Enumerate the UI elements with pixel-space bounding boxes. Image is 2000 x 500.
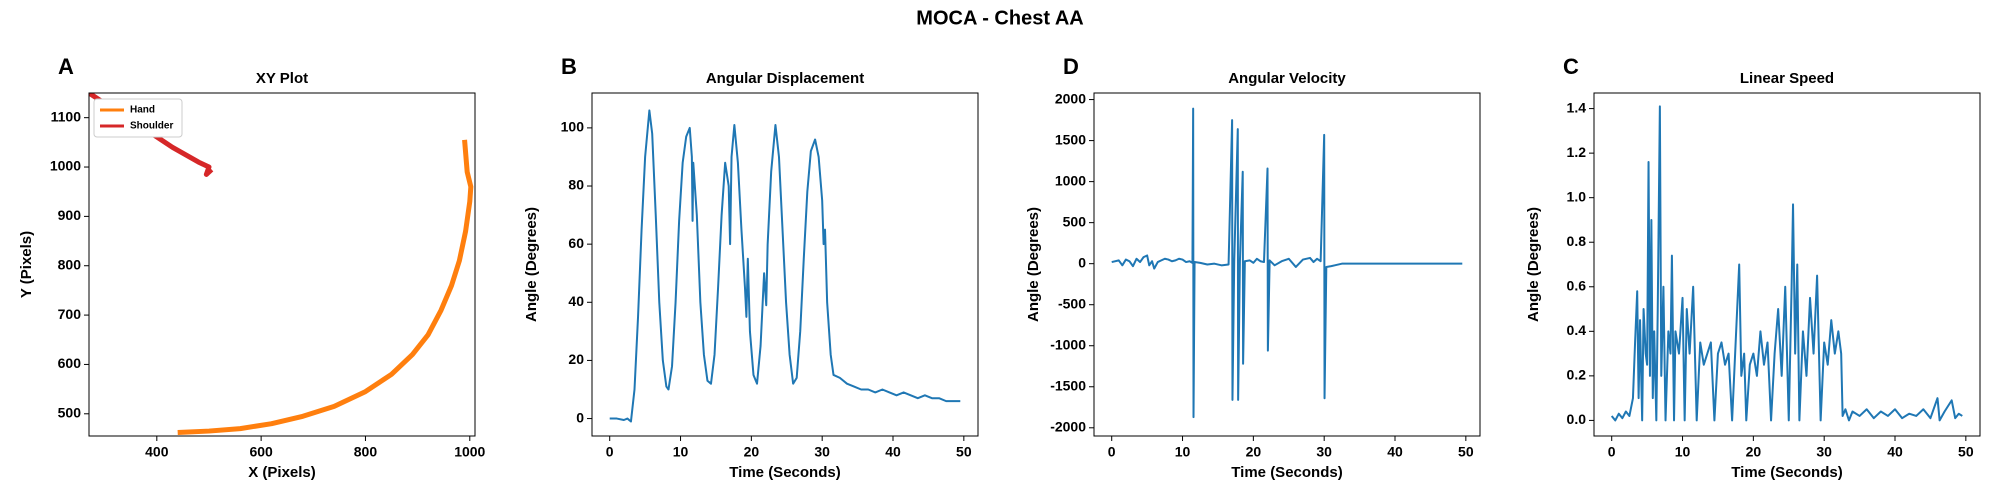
x-tick-label: 30	[1816, 444, 1832, 460]
x-tick-label: 50	[1958, 444, 1974, 460]
y-axis-label: Angle (Degrees)	[1525, 207, 1542, 322]
panel-title: Angular Displacement	[706, 70, 864, 87]
y-tick-label: -1000	[1050, 336, 1086, 352]
plot-area	[1610, 105, 1963, 422]
y-tick-label: 700	[58, 306, 82, 322]
y-tick-label: 1.2	[1567, 144, 1587, 160]
y-axis-label: Angle (Degrees)	[1025, 207, 1042, 322]
panel-title: Linear Speed	[1740, 70, 1834, 87]
x-tick-label: 10	[1675, 444, 1691, 460]
x-tick-label: 600	[249, 444, 273, 460]
x-tick-label: 0	[606, 444, 614, 460]
x-axis-label: Time (Seconds)	[1231, 464, 1342, 481]
y-tick-label: 0.2	[1567, 367, 1587, 383]
axes-frame	[1093, 92, 1481, 437]
panel-title: Angular Velocity	[1228, 70, 1346, 87]
y-tick-label: 0.4	[1567, 322, 1587, 338]
y-tick-label: 1500	[1055, 131, 1086, 147]
figure-title: MOCA - Chest AA	[916, 7, 1083, 29]
x-tick-label: 400	[145, 444, 169, 460]
x-tick-label: 10	[673, 444, 689, 460]
panel-letter: A	[58, 54, 74, 79]
y-tick-label: 0.8	[1567, 233, 1587, 249]
panel-letter: D	[1063, 54, 1079, 79]
y-tick-label: 60	[568, 235, 584, 251]
y-tick-label: 0	[1078, 254, 1086, 270]
y-axis-label: Y (Pixels)	[18, 231, 35, 298]
y-tick-label: 0.0	[1567, 411, 1587, 427]
y-tick-label: 20	[568, 351, 584, 367]
x-tick-label: 50	[956, 444, 972, 460]
x-tick-label: 40	[1887, 444, 1903, 460]
y-tick-label: 2000	[1055, 90, 1086, 106]
y-axis-label: Angle (Degrees)	[523, 207, 540, 322]
x-tick-label: 50	[1458, 444, 1474, 460]
y-tick-label: 100	[561, 119, 585, 135]
y-tick-label: 80	[568, 177, 584, 193]
y-tick-label: -500	[1058, 295, 1086, 311]
y-tick-label: 500	[58, 404, 82, 420]
axes-frame	[88, 92, 476, 437]
y-tick-label: 1000	[50, 158, 81, 174]
x-tick-label: 20	[1746, 444, 1762, 460]
y-tick-label: 1100	[51, 108, 82, 124]
panel: 400 600 800 1000 500 600 700 800 900 1000 1100 XY P…	[18, 54, 486, 481]
x-tick-label: 800	[354, 444, 378, 460]
legend-label: Hand	[130, 105, 155, 116]
data-line	[1610, 105, 1963, 422]
y-tick-label: 1.4	[1567, 99, 1587, 115]
y-tick-label: 40	[568, 293, 584, 309]
axes-frame	[1593, 92, 1981, 437]
y-tick-label: -1500	[1050, 377, 1086, 393]
x-tick-label: 20	[1246, 444, 1262, 460]
y-tick-label: 0.6	[1567, 277, 1587, 293]
y-tick-label: 900	[58, 207, 82, 223]
panel-letter: B	[561, 54, 577, 79]
x-tick-label: 30	[1316, 444, 1332, 460]
y-tick-label: 0	[576, 409, 584, 425]
plot-area	[1111, 107, 1463, 419]
x-tick-label: 0	[1108, 444, 1116, 460]
x-tick-label: 40	[1387, 444, 1403, 460]
y-tick-label: 1000	[1055, 172, 1086, 188]
data-line	[177, 139, 474, 436]
y-tick-label: 800	[58, 256, 82, 272]
x-tick-label: 20	[744, 444, 760, 460]
x-tick-label: 10	[1175, 444, 1191, 460]
x-tick-label: 30	[814, 444, 830, 460]
x-tick-label: 40	[885, 444, 901, 460]
data-line	[1111, 107, 1463, 419]
data-line	[609, 109, 961, 423]
x-tick-label: 0	[1608, 444, 1616, 460]
y-tick-label: 1.0	[1567, 188, 1587, 204]
x-tick-label: 1000	[454, 444, 485, 460]
panel: 0 10 20 30 40 50 -2000 -1500 -1000 -500 0 500 1000 15…	[1025, 54, 1481, 481]
panel: 0 10 20 30 40 50 0.0 0.2 0.4 0.6 0.8 1.0 1.2 1.4 Linea…	[1525, 54, 1981, 481]
panel-letter: C	[1563, 54, 1579, 79]
plot-area	[609, 109, 961, 423]
y-tick-label: -2000	[1050, 418, 1086, 434]
panel-title: XY Plot	[256, 70, 308, 87]
x-axis-label: Time (Seconds)	[729, 464, 840, 481]
panel: 0 10 20 30 40 50 0 20 40 60 80 100 Angular Displacem…	[523, 54, 979, 481]
y-tick-label: 500	[1063, 213, 1087, 229]
x-axis-label: X (Pixels)	[248, 464, 316, 481]
legend-label: Shoulder	[130, 121, 173, 132]
y-tick-label: 600	[58, 355, 82, 371]
x-axis-label: Time (Seconds)	[1731, 464, 1842, 481]
axes-frame	[591, 92, 979, 437]
